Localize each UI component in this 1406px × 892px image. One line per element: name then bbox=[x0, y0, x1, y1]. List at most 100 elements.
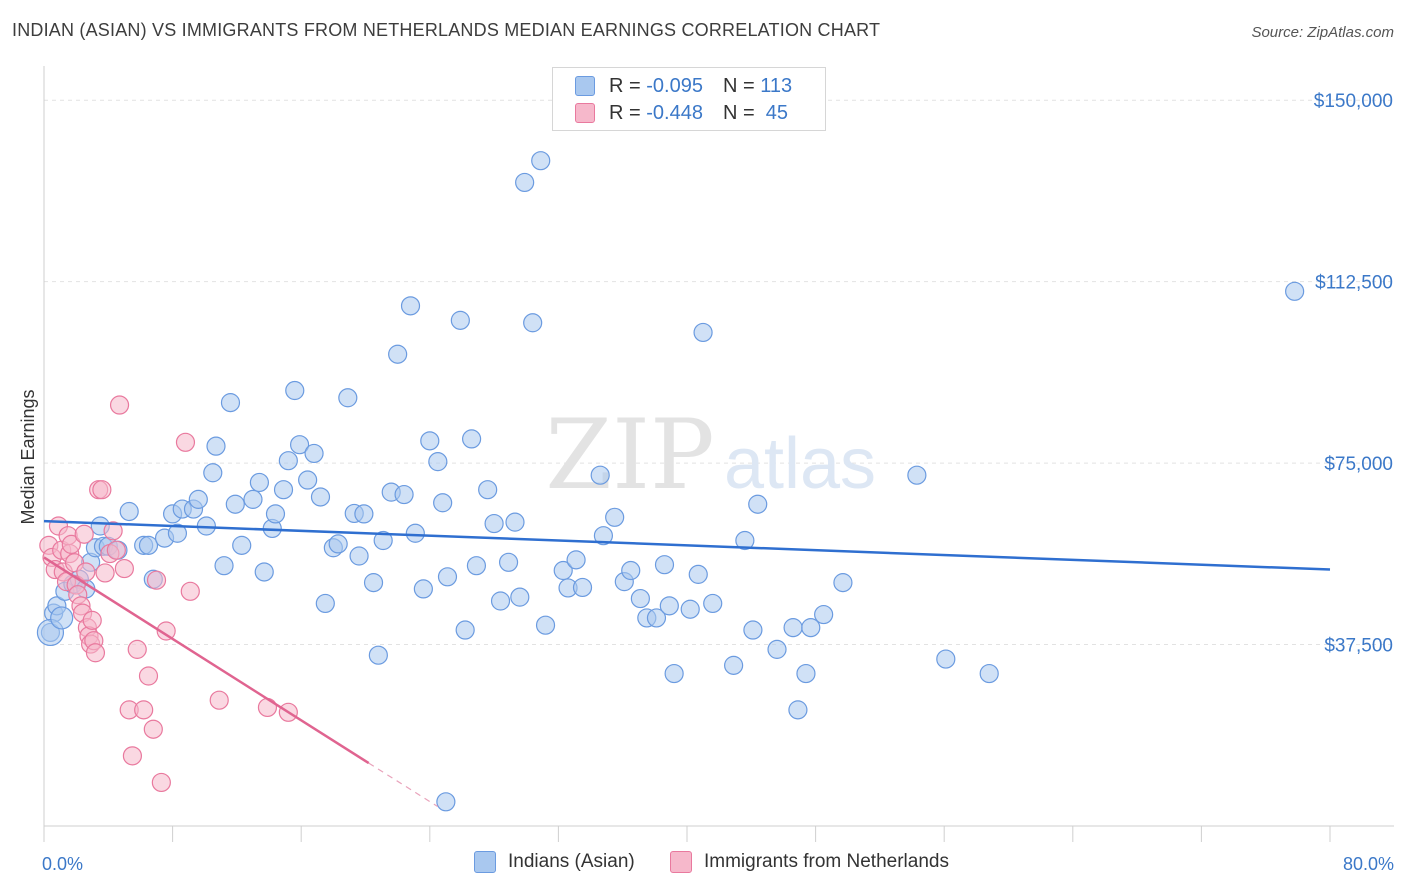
data-point bbox=[50, 606, 74, 630]
data-point bbox=[106, 540, 126, 560]
data-point bbox=[450, 310, 470, 330]
data-point bbox=[531, 151, 551, 171]
y-tick-label: $37,500 bbox=[1324, 636, 1393, 657]
data-point bbox=[724, 655, 744, 675]
data-point bbox=[498, 552, 519, 572]
data-point bbox=[630, 588, 650, 609]
data-point bbox=[420, 431, 440, 451]
data-point bbox=[400, 296, 421, 316]
data-point bbox=[735, 530, 755, 551]
data-point bbox=[680, 599, 700, 619]
data-point bbox=[646, 608, 667, 628]
data-point bbox=[134, 700, 154, 720]
data-point bbox=[659, 596, 679, 616]
trend-lines bbox=[43, 519, 1331, 808]
data-point bbox=[103, 521, 123, 541]
data-point bbox=[437, 567, 458, 587]
legend-swatch-blue bbox=[474, 851, 496, 873]
r-value: -0.448 bbox=[646, 101, 703, 124]
data-point bbox=[151, 772, 171, 793]
data-point bbox=[373, 530, 393, 551]
data-point bbox=[338, 388, 358, 408]
y-tick-label: $112,500 bbox=[1315, 273, 1393, 294]
data-point bbox=[61, 534, 81, 554]
data-point bbox=[484, 513, 504, 534]
data-point bbox=[490, 591, 511, 611]
data-point bbox=[206, 436, 226, 456]
data-point bbox=[220, 393, 241, 413]
data-point bbox=[265, 504, 286, 524]
data-point bbox=[175, 432, 196, 452]
n-label: N = bbox=[722, 101, 755, 124]
y-tick-label: $75,000 bbox=[1324, 454, 1393, 475]
series-indians-points bbox=[36, 151, 1305, 812]
data-point bbox=[1285, 281, 1305, 301]
x-tick-labels: 0.0% 80.0% bbox=[42, 854, 1394, 874]
data-point bbox=[788, 700, 808, 720]
data-point bbox=[180, 581, 200, 601]
legend-item-indians[interactable]: Indians (Asian) bbox=[474, 851, 635, 873]
data-point bbox=[109, 395, 130, 415]
data-point bbox=[767, 639, 787, 659]
data-point bbox=[510, 587, 530, 607]
data-point bbox=[478, 480, 498, 500]
legend-swatch-blue bbox=[575, 76, 595, 96]
axes bbox=[43, 66, 1394, 842]
y-axis-label: Median Earnings bbox=[18, 389, 38, 524]
data-point bbox=[461, 429, 482, 449]
watermark-zip: ZIP bbox=[545, 399, 714, 511]
data-point bbox=[85, 643, 106, 663]
data-point bbox=[703, 593, 723, 614]
data-point bbox=[203, 463, 223, 483]
r-label: R = bbox=[609, 101, 641, 124]
gridlines bbox=[44, 99, 1394, 646]
data-point bbox=[743, 620, 763, 640]
trend-line-indians bbox=[43, 519, 1331, 571]
data-point bbox=[257, 697, 278, 718]
data-point bbox=[748, 494, 768, 514]
data-point bbox=[535, 615, 556, 635]
data-point bbox=[315, 593, 335, 614]
data-point bbox=[428, 452, 448, 472]
data-point bbox=[936, 649, 956, 669]
data-point bbox=[143, 719, 163, 739]
data-point bbox=[590, 465, 610, 485]
data-point bbox=[304, 443, 324, 464]
data-point bbox=[413, 579, 433, 599]
data-point bbox=[553, 560, 573, 581]
data-point bbox=[225, 494, 245, 514]
data-point bbox=[146, 570, 167, 590]
data-point bbox=[979, 663, 999, 684]
chart-title: INDIAN (ASIAN) VS IMMIGRANTS FROM NETHER… bbox=[12, 20, 881, 40]
data-point bbox=[436, 792, 456, 812]
watermark: ZIP atlas bbox=[545, 399, 876, 511]
data-point bbox=[249, 472, 270, 493]
legend-swatch-pink bbox=[670, 851, 692, 873]
data-point bbox=[354, 504, 374, 524]
data-point bbox=[127, 639, 147, 659]
r-label: R = bbox=[609, 74, 641, 97]
data-point bbox=[138, 666, 159, 686]
x-tick-label: 0.0% bbox=[42, 854, 83, 874]
watermark-atlas: atlas bbox=[724, 424, 876, 504]
data-point bbox=[593, 526, 614, 546]
data-point bbox=[285, 380, 305, 401]
trend-line-netherlands-extension bbox=[368, 762, 439, 808]
stats-legend-row-indians: R = -0.095 N = 113 bbox=[575, 73, 792, 99]
data-point bbox=[243, 489, 263, 509]
stats-legend: R = -0.095 N = 113 R = -0.448 N = 45 bbox=[552, 67, 826, 131]
data-point bbox=[388, 344, 408, 364]
data-point bbox=[328, 534, 348, 554]
y-tick-label: $150,000 bbox=[1314, 91, 1393, 112]
data-point bbox=[92, 480, 112, 500]
data-point bbox=[114, 558, 134, 579]
data-point bbox=[433, 493, 453, 513]
legend-item-netherlands[interactable]: Immigrants from Netherlands bbox=[670, 851, 949, 873]
data-point bbox=[693, 322, 713, 343]
data-point bbox=[349, 546, 369, 566]
legend-swatch-pink bbox=[575, 103, 595, 123]
y-tick-labels: $37,500 $75,000 $112,500 $150,000 bbox=[1314, 91, 1393, 656]
chart-source: Source: ZipAtlas.com bbox=[1251, 24, 1394, 41]
data-point bbox=[801, 618, 821, 638]
